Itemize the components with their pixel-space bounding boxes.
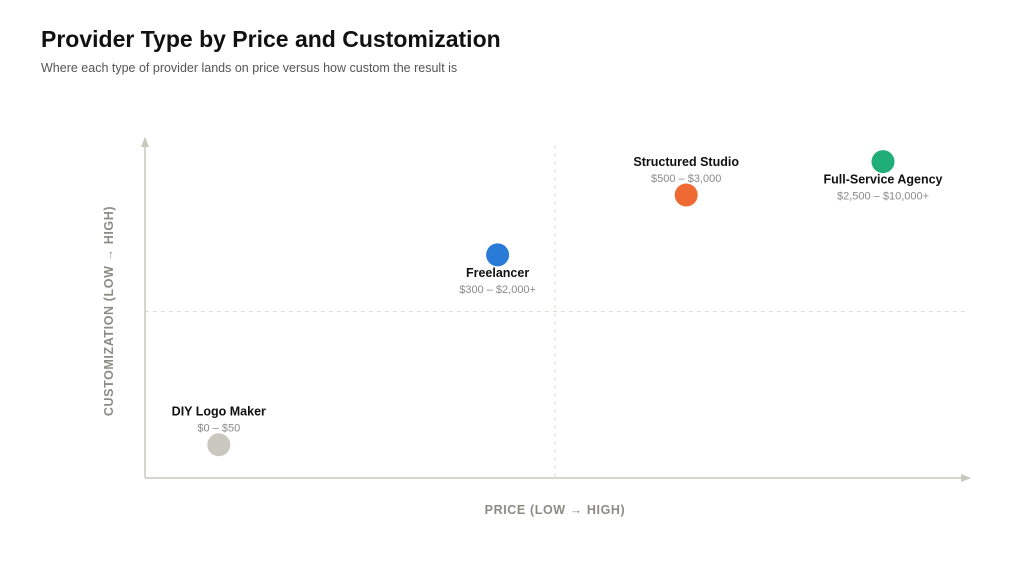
point-marker [871,150,895,174]
y-axis-label: CUSTOMIZATION (LOW → HIGH) [102,206,116,416]
point-label: DIY Logo Maker [172,405,266,419]
point-price-range: $2,500 – $10,000+ [837,191,929,203]
chart-title: Provider Type by Price and Customization [41,26,501,52]
point-price-range: $300 – $2,000+ [459,284,536,296]
data-point-freelancer: Freelancer $300 – $2,000+ [459,243,536,296]
point-marker [486,243,510,267]
point-marker [207,433,231,457]
point-marker [674,183,698,207]
point-label: Structured Studio [633,155,739,169]
point-label: Full-Service Agency [823,173,942,187]
chart-subtitle: Where each type of provider lands on pri… [41,61,458,75]
point-label: Freelancer [466,266,529,280]
data-point-structured-studio: Structured Studio $500 – $3,000 [633,155,739,207]
data-point-full-service-agency: Full-Service Agency $2,500 – $10,000+ [823,150,943,203]
x-axis-label: PRICE (LOW → HIGH) [485,503,626,517]
point-price-range: $0 – $50 [197,423,240,435]
data-point-diy-logo-maker: DIY Logo Maker $0 – $50 [172,405,266,457]
point-price-range: $500 – $3,000 [651,173,721,185]
